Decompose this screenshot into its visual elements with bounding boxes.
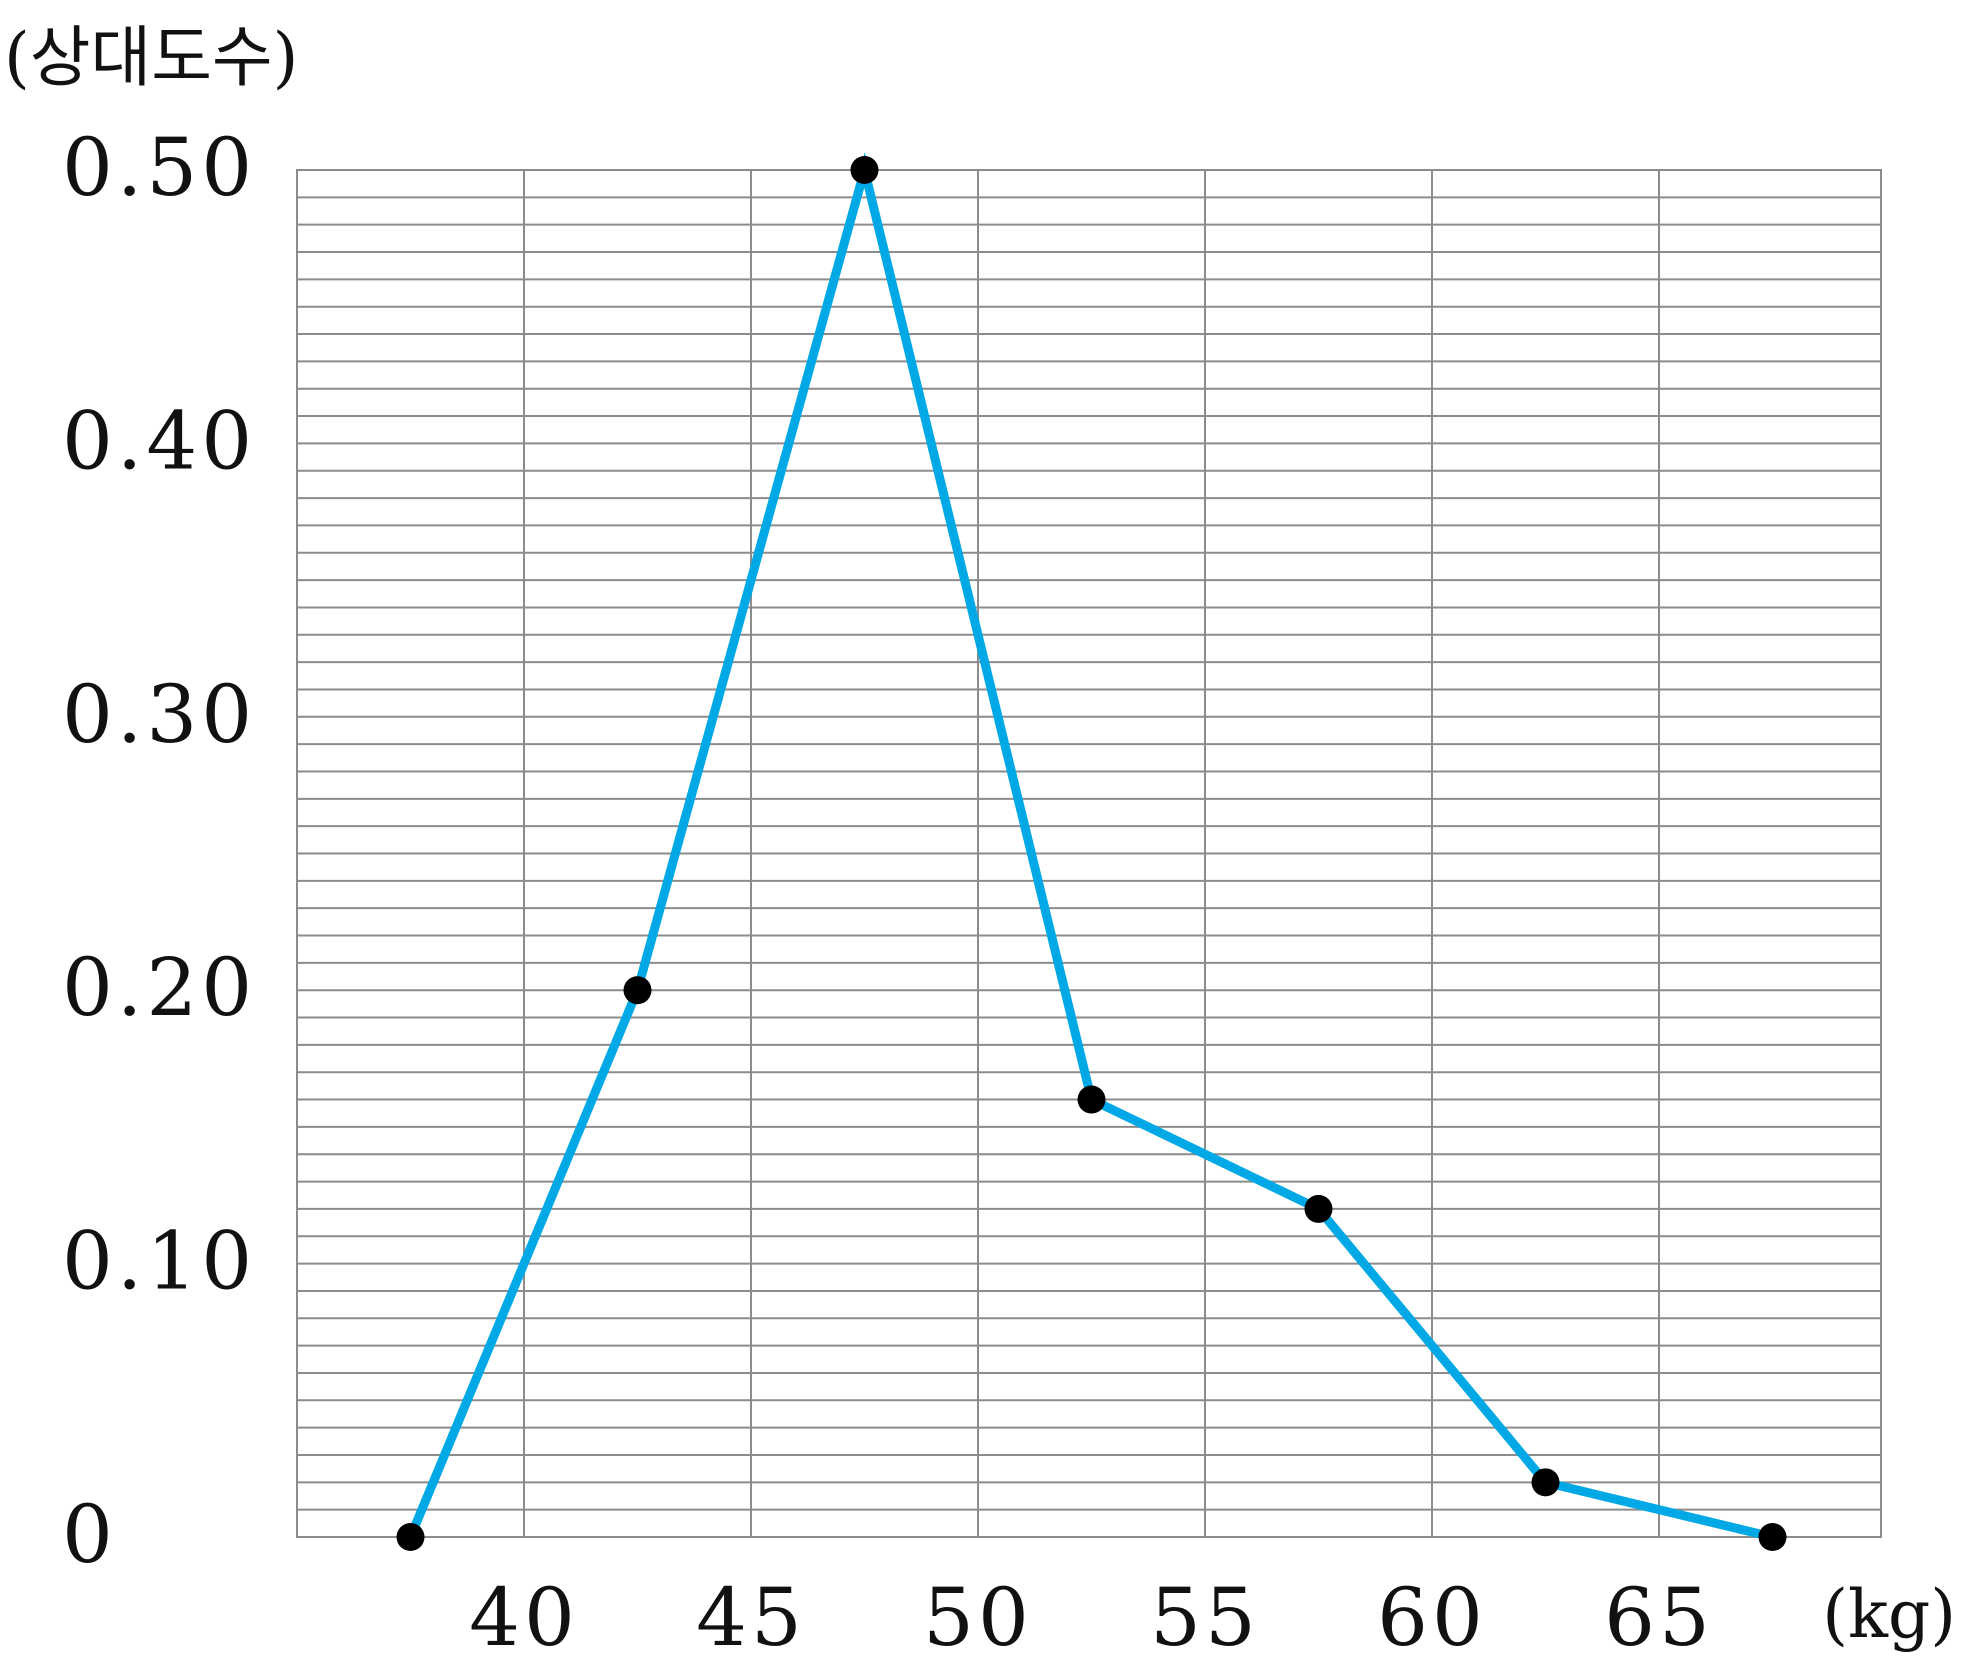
y-tick-labels: 0 0.10 0.20 0.30 0.40 0.50: [62, 121, 256, 1581]
series-layer: [396, 152, 1787, 1551]
y-tick-label: 0.40: [62, 394, 256, 487]
y-tick-label: 0.50: [62, 121, 256, 214]
y-tick-label: 0.20: [62, 941, 256, 1034]
y-tick-label: 0: [62, 1488, 117, 1581]
x-tick-labels: 40 45 50 55 60 65: [469, 1571, 1714, 1664]
data-point: [850, 156, 879, 184]
x-axis-label: (kg): [1822, 1576, 1956, 1653]
grid: [297, 170, 1881, 1537]
data-point: [1077, 1085, 1106, 1114]
x-tick-label: 45: [696, 1571, 806, 1664]
x-tick-label: 40: [469, 1571, 579, 1664]
data-point: [1304, 1194, 1333, 1223]
y-axis-label: (상대도수): [4, 19, 298, 96]
data-point: [396, 1523, 425, 1551]
y-tick-label: 0.10: [62, 1215, 256, 1308]
data-point: [1531, 1468, 1560, 1497]
plot-frame: [296, 169, 1882, 1538]
x-tick-label: 55: [1150, 1571, 1260, 1664]
x-tick-label: 50: [923, 1571, 1033, 1664]
x-tick-label: 60: [1377, 1571, 1487, 1664]
data-point: [1758, 1523, 1787, 1551]
x-tick-label: 65: [1604, 1571, 1714, 1664]
data-point: [623, 976, 652, 1005]
y-tick-label: 0.30: [62, 668, 256, 761]
